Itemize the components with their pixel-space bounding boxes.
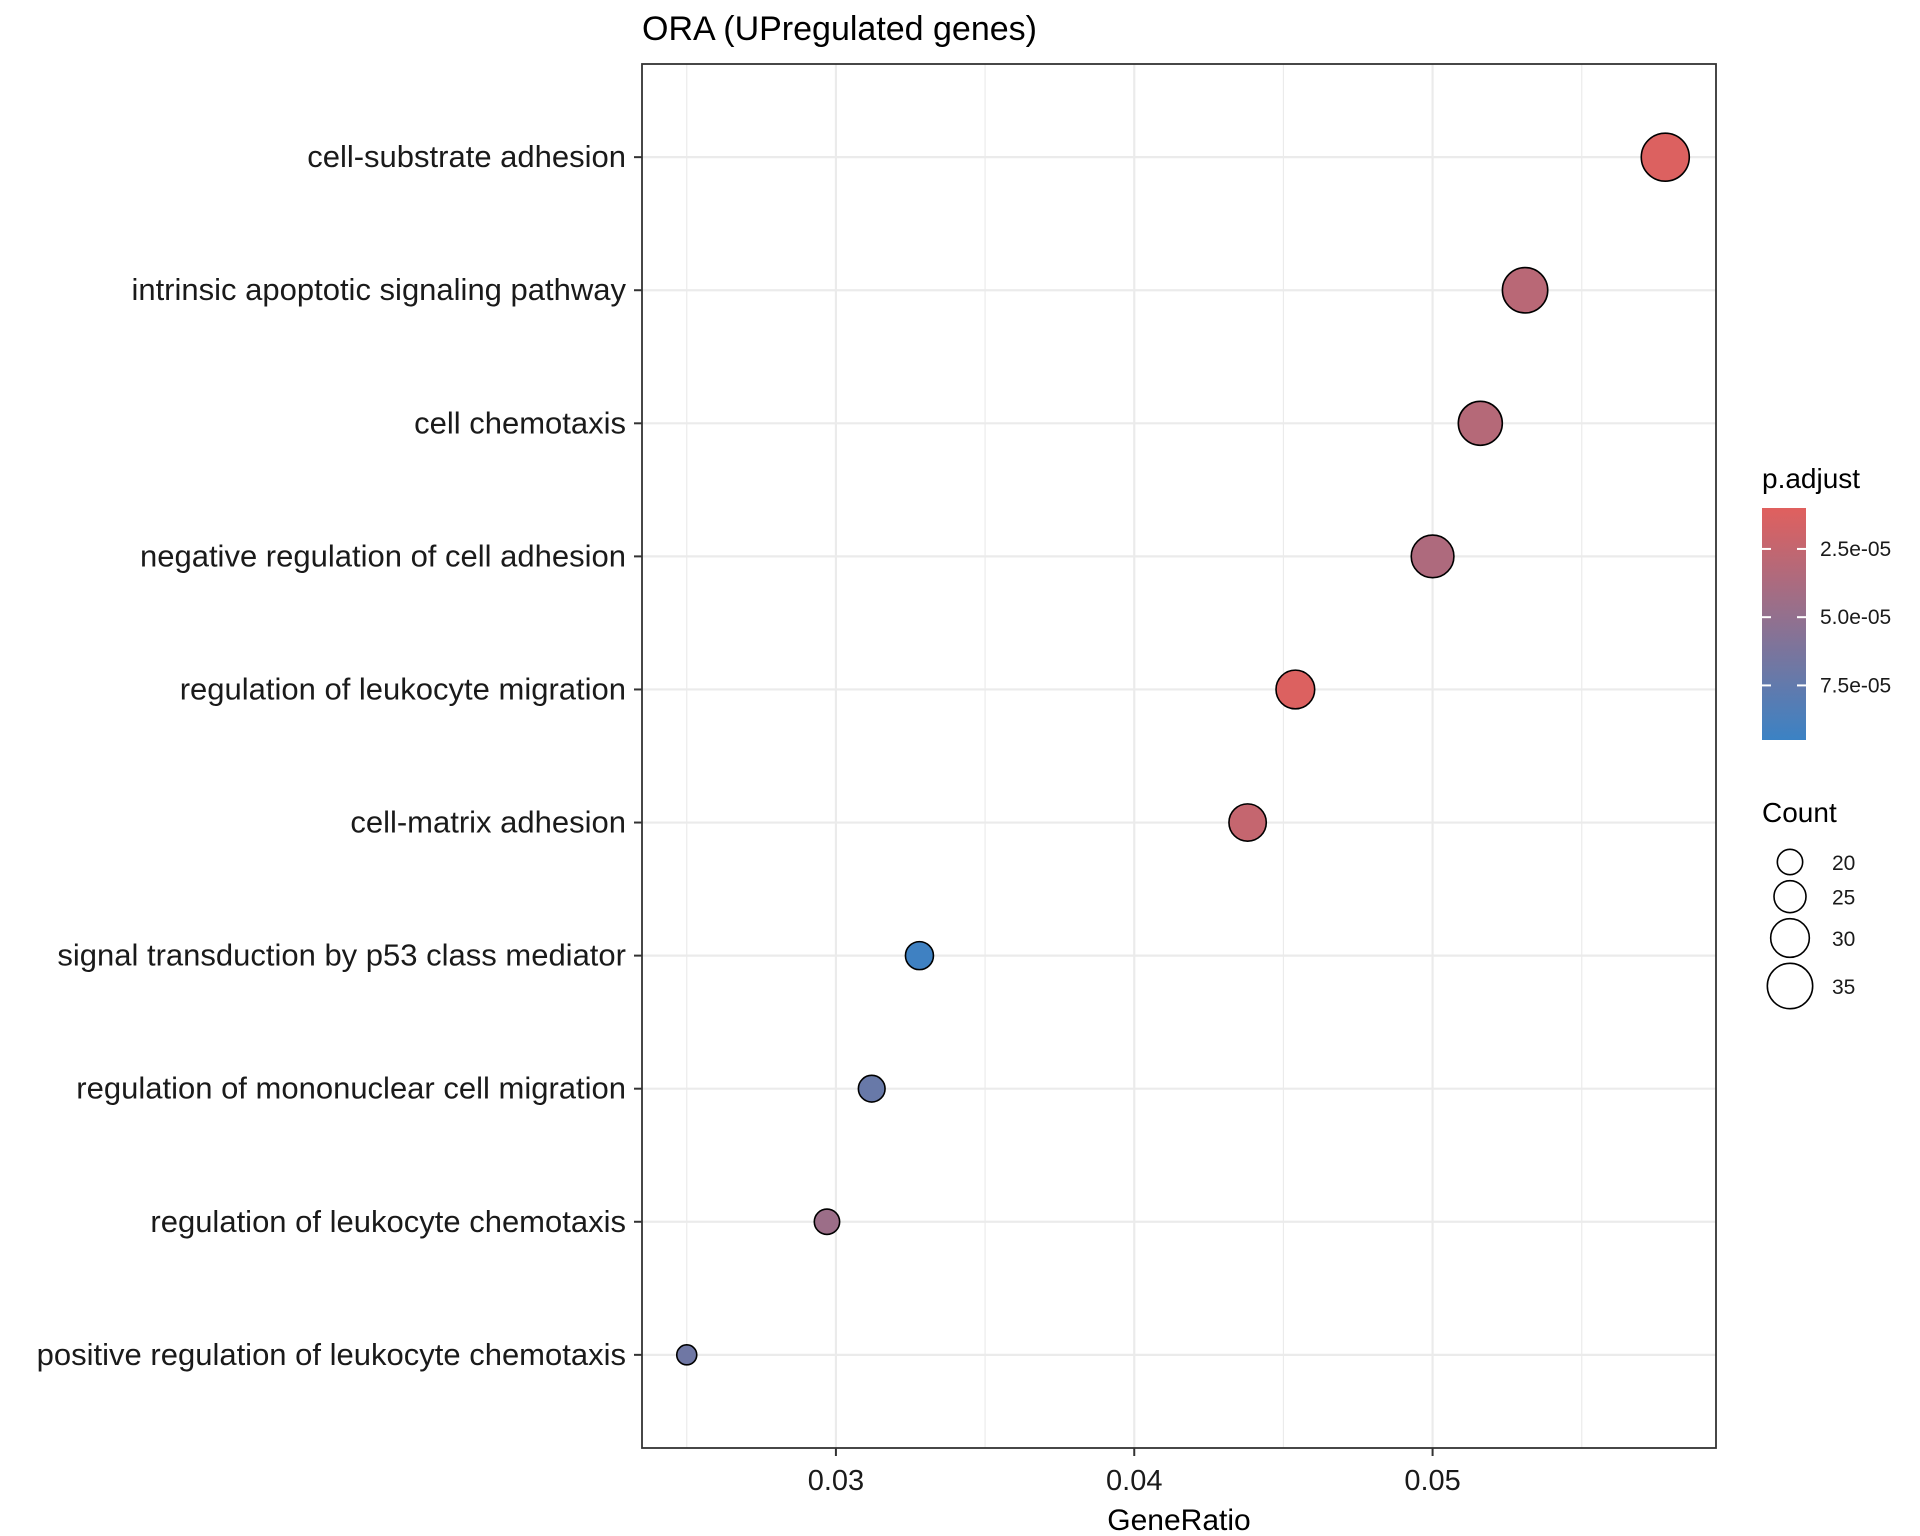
data-point <box>1275 669 1316 710</box>
panel-border <box>641 63 1717 1449</box>
plot-area: cell-substrate adhesion intrinsic apoptot… <box>37 63 1717 1497</box>
x-tick-label: 0.05 <box>1404 1465 1460 1497</box>
size-legend-key <box>1769 917 1811 959</box>
color-legend-label: 2.5e-05 <box>1820 538 1891 561</box>
y-tick-label: cell-matrix adhesion <box>350 805 626 840</box>
size-legend-label: 25 <box>1832 887 1855 910</box>
data-point <box>904 940 935 971</box>
panel-background <box>642 64 1716 1448</box>
y-tick-label: intrinsic apoptotic signaling pathway <box>131 272 626 307</box>
data-point <box>1457 400 1504 447</box>
color-legend-label: 7.5e-05 <box>1820 674 1891 697</box>
y-tick-label: cell-substrate adhesion <box>307 139 626 174</box>
y-tick-label: regulation of leukocyte migration <box>180 671 626 706</box>
size-legend-key <box>1776 848 1804 876</box>
chart-title: ORA (UPregulated genes) <box>642 10 1037 48</box>
size-legend: Count 20 25 30 35 <box>1762 797 1855 1010</box>
x-tick-label: 0.04 <box>1106 1465 1162 1497</box>
data-point <box>1501 266 1549 314</box>
x-axis-title: GeneRatio <box>1107 1504 1250 1536</box>
color-legend-label: 5.0e-05 <box>1820 606 1891 629</box>
color-bar <box>1762 508 1806 740</box>
x-tick-label: 0.03 <box>808 1465 864 1497</box>
y-tick-label: regulation of leukocyte chemotaxis <box>150 1204 626 1239</box>
size-legend-title: Count <box>1762 797 1837 828</box>
size-legend-label: 30 <box>1832 928 1855 951</box>
data-point <box>675 1344 698 1366</box>
y-tick-label: signal transduction by p53 class mediato… <box>57 938 626 973</box>
y-tick-label: regulation of mononuclear cell migration <box>76 1071 626 1106</box>
y-tick-label: positive regulation of leukocyte chemota… <box>37 1337 626 1372</box>
color-legend-title: p.adjust <box>1762 463 1860 494</box>
data-point <box>857 1074 886 1103</box>
y-tick-label: negative regulation of cell adhesion <box>140 538 626 573</box>
data-point <box>1410 534 1455 579</box>
data-point <box>1640 132 1691 182</box>
size-legend-key <box>1773 879 1807 914</box>
size-legend-label: 35 <box>1832 976 1855 999</box>
data-point <box>813 1208 841 1236</box>
size-legend-key <box>1766 962 1814 1010</box>
data-point <box>1228 803 1268 843</box>
y-tick-label: cell chemotaxis <box>414 405 626 440</box>
size-legend-label: 20 <box>1832 852 1855 875</box>
color-legend: p.adjust 2.5e-05 5.0e-05 7.5e-05 <box>1762 463 1891 740</box>
